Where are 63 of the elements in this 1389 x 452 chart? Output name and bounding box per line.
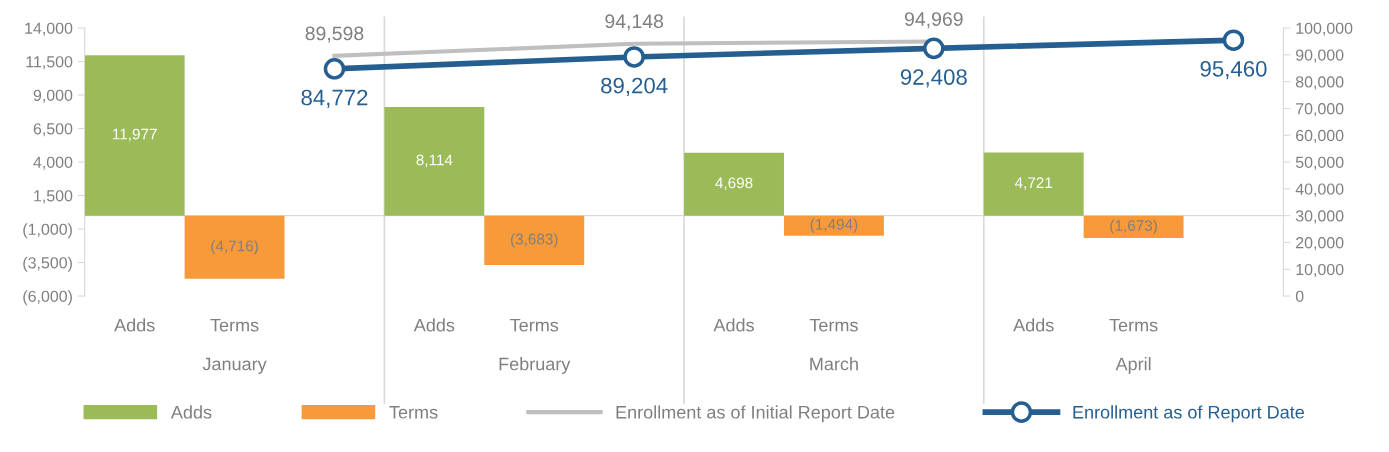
y-tick-label: 11,500 — [26, 56, 73, 70]
point — [323, 58, 346, 80]
y-tick-label: 4,000 — [33, 156, 73, 170]
bar — [1083, 215, 1184, 239]
text: January — [202, 357, 267, 374]
y2-tick-label: 30,000 — [1295, 210, 1344, 224]
point — [1222, 29, 1245, 51]
data-label: 4,721 — [1014, 177, 1053, 190]
y-tick-label: 1,500 — [34, 190, 73, 204]
data-label: 89,598 — [305, 26, 364, 43]
bar — [84, 55, 185, 216]
data-label: 92,408 — [900, 69, 967, 88]
y-tick-label: (1,000) — [23, 223, 72, 239]
y2-tick-label: 100,000 — [1296, 22, 1353, 36]
y2-tick-label: 10,000 — [1296, 263, 1344, 278]
y2-tick-label: 20,000 — [1296, 237, 1344, 251]
y2-tick-label: 50,000 — [1295, 156, 1344, 170]
data-label: 8,114 — [416, 154, 453, 168]
point — [623, 46, 645, 68]
x-tick-label: Terms — [210, 318, 259, 332]
y-tick-label: 6,500 — [33, 123, 73, 137]
point — [923, 37, 945, 60]
data-label: (1,673) — [1110, 219, 1157, 234]
x-tick-label: Adds — [413, 318, 455, 332]
bar — [983, 152, 1084, 216]
bar — [684, 152, 784, 216]
text: February — [499, 357, 571, 374]
x-tick-label: Adds — [1013, 318, 1054, 332]
data-label: 4,698 — [715, 177, 753, 191]
y2-tick-label: 90,000 — [1295, 49, 1344, 63]
y2-tick-label: 0 — [1295, 290, 1304, 302]
y2-tick-label: 80,000 — [1295, 76, 1344, 90]
y-tick-label: 14,000 — [25, 22, 73, 36]
y2-tick-label: 40,000 — [1295, 183, 1344, 197]
bar — [783, 215, 884, 236]
legend-label: Enrollment as of Report Date — [1073, 405, 1304, 423]
x-tick-label: Terms — [1109, 318, 1158, 332]
legend-label: Enrollment as of Initial Report Date — [616, 405, 895, 423]
y-tick-label: (3,500) — [23, 256, 72, 272]
data-label: (3,683) — [510, 233, 558, 248]
legend-label: Terms — [389, 406, 438, 419]
bar — [484, 215, 585, 266]
bar — [384, 106, 485, 216]
y2-tick-label: 60,000 — [1296, 129, 1344, 144]
y-tick-label: 9,000 — [33, 89, 73, 103]
bar — [184, 215, 285, 279]
data-label: 11,977 — [113, 128, 157, 142]
data-label: 84,772 — [301, 89, 368, 108]
text: March — [810, 357, 858, 371]
data-label: 89,204 — [601, 77, 668, 97]
data-label: 94,148 — [605, 14, 664, 31]
y-tick-label: (6,000) — [23, 290, 72, 306]
x-tick-label: Terms — [510, 318, 559, 332]
data-label: (4,716) — [211, 240, 258, 255]
data-label: 95,460 — [1200, 60, 1267, 80]
x-tick-label: Adds — [713, 318, 754, 332]
data-label: (1,494) — [810, 218, 858, 233]
x-tick-label: Adds — [114, 318, 155, 332]
x-tick-label: Terms — [809, 318, 858, 332]
text: April — [1115, 357, 1151, 374]
data-label: 94,969 — [904, 12, 963, 29]
y2-tick-label: 70,000 — [1296, 103, 1344, 117]
legend-label: Adds — [170, 405, 212, 419]
